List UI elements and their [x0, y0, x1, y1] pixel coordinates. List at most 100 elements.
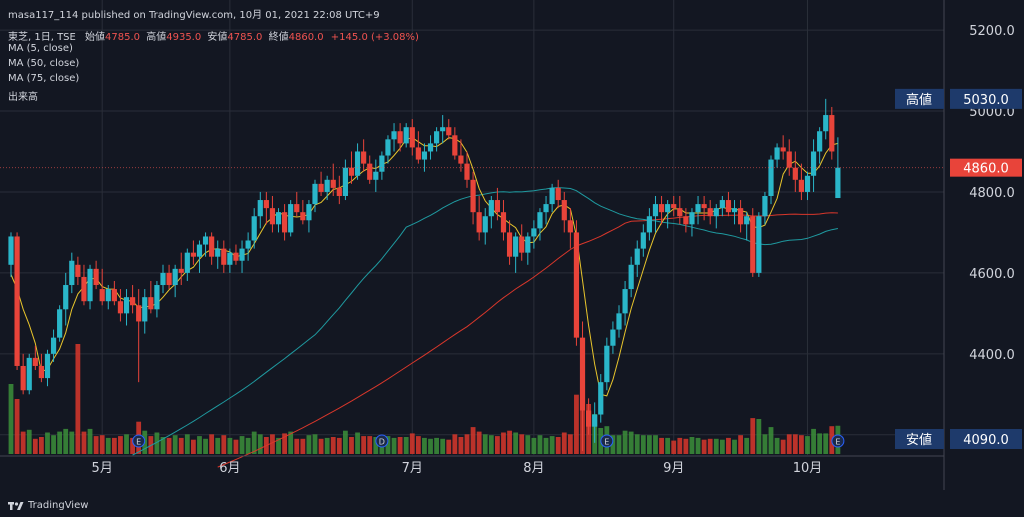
- candle-body: [810, 151, 817, 176]
- candle-body: [616, 313, 622, 330]
- volume-bar: [574, 394, 579, 454]
- candle-body: [458, 155, 464, 164]
- price-label-value: 4090.0: [963, 433, 1009, 448]
- volume-bar: [160, 437, 166, 454]
- indicator-ma50[interactable]: MA (50, close): [8, 58, 80, 69]
- volume-bar: [537, 435, 543, 454]
- volume-bar: [677, 437, 683, 454]
- volume-bar: [446, 439, 452, 454]
- event-marker-2: E: [600, 434, 614, 448]
- candle-body: [275, 212, 282, 225]
- volume-bar: [786, 434, 792, 454]
- volume-bar: [805, 436, 810, 454]
- volume-bar: [324, 437, 330, 454]
- volume-bar: [197, 436, 202, 454]
- candle-body: [598, 382, 604, 415]
- candle-body: [385, 139, 391, 156]
- candle-body: [689, 212, 695, 225]
- event-marker-label: D: [379, 438, 385, 447]
- candle-body: [57, 309, 63, 338]
- price-label-value-box: [950, 88, 1022, 109]
- candle-body: [44, 353, 51, 379]
- candle-body: [756, 216, 762, 273]
- candle-body: [707, 208, 713, 217]
- open-value: 4785.0: [105, 32, 141, 43]
- volume-bar: [501, 432, 506, 454]
- time-tick-label: 7月: [402, 461, 423, 476]
- candle-body: [348, 167, 355, 176]
- indicator-ma75[interactable]: MA (75, close): [8, 73, 80, 84]
- candle-body: [300, 212, 306, 221]
- candle-body: [342, 167, 348, 196]
- volume-bar: [166, 437, 172, 454]
- candle-body: [695, 204, 701, 213]
- candle-body: [184, 252, 190, 273]
- time-tick-label: 5月: [92, 461, 113, 476]
- time-tick-label: 6月: [219, 461, 240, 476]
- candle-body: [573, 232, 580, 338]
- candle-body: [829, 115, 835, 152]
- volume-bar: [239, 436, 245, 454]
- volume-bar: [695, 437, 701, 454]
- volume-bar: [51, 435, 56, 454]
- candle-body: [190, 252, 196, 257]
- candle-body: [725, 200, 732, 213]
- event-marker-0: E: [132, 434, 146, 448]
- candle-body: [446, 127, 452, 136]
- tradingview-logo-icon: [8, 501, 24, 510]
- time-tick-label: 9月: [663, 461, 684, 476]
- indicator-ma5[interactable]: MA (5, close): [8, 43, 73, 54]
- price-label-name-box: [895, 429, 944, 449]
- volume-bar: [8, 384, 14, 454]
- event-marker-label: E: [136, 438, 141, 447]
- candle-body: [738, 208, 744, 225]
- price-label-0: 高値 5030.0: [895, 88, 1022, 109]
- price-label-value: 4860.0: [963, 162, 1009, 177]
- price-label-name: 高値: [906, 92, 932, 108]
- candle-body: [774, 147, 780, 160]
- volume-bar: [713, 438, 719, 454]
- volume-bar: [647, 435, 652, 454]
- ma50-line: [132, 187, 838, 456]
- candle-body: [269, 208, 276, 225]
- volume-bar: [26, 429, 32, 454]
- candle-body: [792, 167, 798, 180]
- ma5-line: [10, 137, 839, 397]
- volume-bar: [799, 435, 804, 454]
- volume-bar: [507, 430, 512, 454]
- volume-bar: [99, 435, 105, 454]
- change-value: +145.0 (+3.08%): [330, 32, 419, 43]
- candle-body: [421, 151, 428, 160]
- publish-line: masa117_114 published on TradingView.com…: [8, 10, 380, 21]
- volume-bar: [32, 438, 38, 454]
- volume-bar: [817, 433, 823, 454]
- price-tick-label: 5200.0: [969, 24, 1015, 39]
- volume-bar: [87, 428, 93, 454]
- candle-body: [640, 232, 646, 249]
- volume-bar: [434, 437, 439, 454]
- candle-body: [798, 179, 804, 192]
- volume-bar: [300, 438, 306, 454]
- indicator-volume[interactable]: 出来高: [8, 92, 38, 103]
- candle-body: [677, 208, 683, 217]
- candle-body: [652, 204, 659, 217]
- candle-body: [324, 179, 330, 192]
- candle-body: [105, 289, 111, 302]
- candles: [8, 98, 841, 451]
- candle-body: [750, 216, 756, 273]
- volume-bar: [732, 439, 737, 454]
- event-marker-3: E: [831, 434, 845, 448]
- candle-body: [440, 127, 446, 132]
- volume-bar: [203, 438, 208, 454]
- candle-body: [531, 228, 537, 237]
- candle-body: [434, 131, 440, 144]
- candle-body: [32, 357, 38, 366]
- candle-body: [628, 264, 634, 290]
- volume-bar: [367, 436, 373, 454]
- volume-bar: [610, 435, 616, 454]
- candle-body: [379, 155, 385, 172]
- volume-bar: [495, 436, 500, 454]
- volume-bar: [349, 437, 354, 454]
- volume-bar: [118, 436, 123, 454]
